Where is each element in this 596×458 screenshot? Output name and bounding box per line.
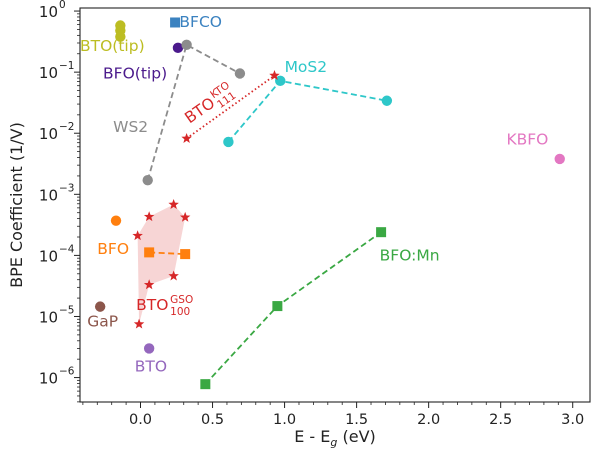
y-tick-label: 10 <box>39 186 58 204</box>
point-bfco-0 <box>170 17 181 28</box>
point-bfo-film-1 <box>180 249 191 260</box>
x-tick-label: 2.0 <box>417 412 440 428</box>
point-mos2-2 <box>381 95 393 106</box>
y-tick-label: 10 <box>39 3 58 21</box>
y-tick-exponent: −6 <box>59 366 75 378</box>
x-tick-label: 1.5 <box>345 412 368 428</box>
series-line-bfo-mn <box>204 231 382 385</box>
label-bfo: BFO <box>97 240 129 258</box>
point-kbfo-0 <box>554 153 565 165</box>
point-bto-gso-100-0 <box>133 318 145 329</box>
y-tick-exponent: 0 <box>59 0 66 11</box>
point-bfo-mn-2 <box>376 227 387 238</box>
label-kbfo: KBFO <box>506 131 548 149</box>
x-tick-label: 0.5 <box>201 412 224 428</box>
point-bfo-tip--0 <box>172 42 184 54</box>
series-line-ws2 <box>146 43 241 181</box>
point-bfo-0 <box>110 215 122 226</box>
point-bto-gso-100-1 <box>132 230 143 241</box>
y-tick-exponent: −1 <box>59 60 74 72</box>
y-tick-label: 10 <box>39 247 58 265</box>
point-bto-0 <box>143 343 155 354</box>
marks-layer <box>94 17 565 390</box>
y-tick-exponent: −2 <box>59 121 74 133</box>
x-tick-label: 1.0 <box>273 412 296 428</box>
y-tick-label: 10 <box>39 64 58 82</box>
y-tick-label: 10 <box>39 308 58 326</box>
lines-layer <box>146 43 388 385</box>
labels-layer: BFCO BTO(tip) BFO(tip) WS2 MoS2 KBFO BFO GaP BTO… <box>80 13 548 376</box>
x-axis-title: E - Eg (eV) <box>294 427 376 449</box>
y-tick-exponent: −5 <box>59 304 74 316</box>
point-bfo-mn-1 <box>272 301 283 312</box>
y-axis-title: BPE Coefficient (1/V) <box>7 122 26 288</box>
point-bto-kto-111-0 <box>181 132 192 143</box>
y-tick-exponent: −3 <box>59 182 74 194</box>
label-bfco: BFCO <box>179 13 222 31</box>
label-mos2: MoS2 <box>285 58 328 76</box>
label-bto-gso-main: BTO <box>136 296 168 314</box>
point-ws2-0 <box>142 175 153 186</box>
y-tick-label: 10 <box>39 125 58 143</box>
point-gap-0 <box>94 301 106 312</box>
x-tick-label: 2.5 <box>489 412 512 428</box>
point-bto-gso-100-5 <box>168 270 179 281</box>
label-bto-gso-sup: GSO <box>170 294 193 306</box>
point-mos2-1 <box>275 75 286 87</box>
label-ws2: WS2 <box>113 118 148 136</box>
label-bto-gso-sub: 100 <box>170 306 190 318</box>
label-bto-tip-: BTO(tip) <box>80 37 145 55</box>
y-tick-label: 10 <box>39 370 58 388</box>
point-ws2-2 <box>234 68 246 79</box>
y-tick-exponent: −4 <box>59 243 75 255</box>
point-bfo-mn-0 <box>200 379 211 390</box>
point-mos2-0 <box>223 136 234 148</box>
label-bfo-tip-: BFO(tip) <box>103 65 167 83</box>
point-ws2-1 <box>181 39 192 51</box>
point-bfo-film-0 <box>144 247 155 258</box>
series-line-mos2 <box>227 79 388 143</box>
point-bto-tip--2 <box>115 31 126 42</box>
label-bfo-mn: BFO:Mn <box>380 247 440 265</box>
point-bto-gso-100-4 <box>179 211 191 222</box>
series-line-bfo-film <box>149 251 186 255</box>
axes-layer: 0.0 0.5 1.0 1.5 2.0 2.5 3.010−610−510−410 −310−… <box>7 0 591 449</box>
point-bto-gso-100-3 <box>168 199 179 209</box>
label-bto: BTO <box>135 358 167 376</box>
series-area-bto-gso-100 <box>137 204 186 325</box>
x-tick-label: 0.0 <box>129 412 152 428</box>
x-tick-label: 3.0 <box>561 412 584 428</box>
plot-frame <box>79 7 591 403</box>
point-bto-kto-111-1 <box>269 70 280 80</box>
point-bto-gso-100-6 <box>143 279 155 290</box>
label-gap: GaP <box>87 313 118 331</box>
fill-layer <box>137 204 186 325</box>
point-bto-gso-100-2 <box>143 211 155 222</box>
